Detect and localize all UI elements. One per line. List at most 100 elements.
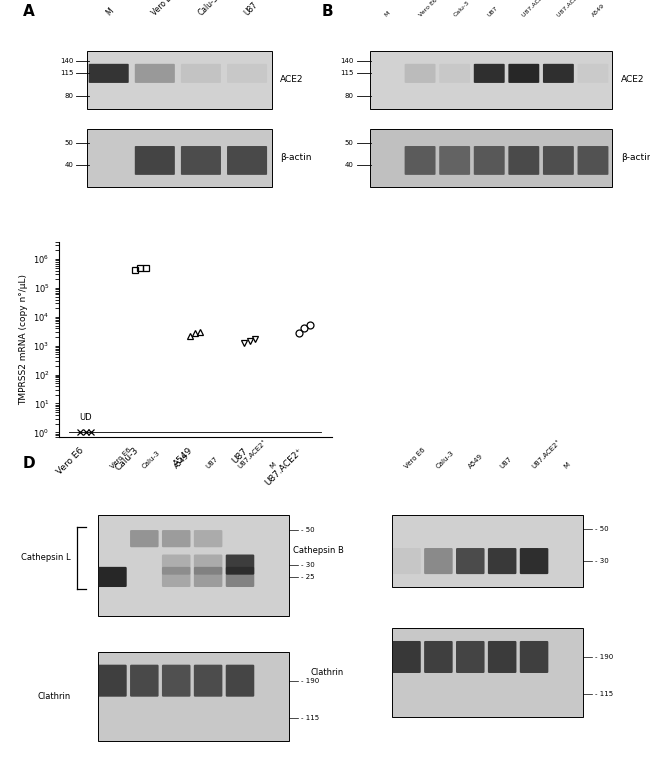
Text: U87.ACE2⁺ (# 32): U87.ACE2⁺ (# 32) [556, 0, 599, 17]
FancyBboxPatch shape [226, 567, 254, 587]
Bar [88, 129, 272, 187]
Text: 115: 115 [341, 70, 354, 76]
Text: β-actin: β-actin [621, 154, 650, 162]
Bar [370, 51, 612, 109]
Text: 140: 140 [60, 58, 73, 64]
Text: Calu-3: Calu-3 [436, 449, 456, 470]
Bar [392, 628, 583, 717]
Text: Calu-3: Calu-3 [452, 0, 471, 17]
FancyBboxPatch shape [130, 665, 159, 697]
FancyBboxPatch shape [162, 665, 190, 697]
FancyBboxPatch shape [227, 146, 267, 175]
FancyBboxPatch shape [578, 146, 608, 175]
Text: - 190: - 190 [595, 654, 614, 660]
Text: M: M [269, 461, 278, 470]
FancyBboxPatch shape [162, 530, 190, 548]
FancyBboxPatch shape [98, 567, 127, 587]
FancyBboxPatch shape [474, 146, 504, 175]
FancyBboxPatch shape [194, 555, 222, 575]
Text: U87: U87 [499, 456, 514, 470]
FancyBboxPatch shape [194, 665, 222, 697]
FancyBboxPatch shape [135, 146, 175, 175]
Text: - 190: - 190 [301, 678, 319, 684]
FancyBboxPatch shape [130, 530, 159, 548]
Text: - 50: - 50 [595, 526, 609, 532]
FancyBboxPatch shape [543, 64, 574, 83]
Text: B: B [322, 4, 333, 19]
Bar [392, 516, 583, 587]
Text: ACE2: ACE2 [280, 76, 304, 84]
FancyBboxPatch shape [392, 548, 421, 574]
Text: 40: 40 [64, 162, 73, 168]
Text: - 115: - 115 [595, 691, 613, 697]
Bar [88, 51, 272, 109]
FancyBboxPatch shape [194, 567, 222, 587]
Text: - 115: - 115 [301, 715, 319, 722]
Text: U87.ACE2⁺ (#1): U87.ACE2⁺ (#1) [521, 0, 560, 17]
Text: Cathepsin L: Cathepsin L [21, 553, 71, 562]
Text: 40: 40 [344, 162, 354, 168]
FancyBboxPatch shape [226, 555, 254, 575]
Y-axis label: TMPRSS2 mRNA (copy n°/μL): TMPRSS2 mRNA (copy n°/μL) [19, 274, 28, 405]
Text: Clathrin: Clathrin [311, 668, 344, 677]
FancyBboxPatch shape [404, 64, 436, 83]
Text: - 50: - 50 [301, 527, 315, 533]
Text: 50: 50 [344, 140, 354, 147]
Text: - 30: - 30 [595, 558, 609, 564]
FancyBboxPatch shape [424, 548, 452, 574]
FancyBboxPatch shape [227, 64, 267, 83]
Text: - 30: - 30 [301, 562, 315, 568]
Bar [370, 129, 612, 187]
Text: A549: A549 [467, 452, 484, 470]
Text: Clathrin: Clathrin [38, 692, 71, 700]
FancyBboxPatch shape [456, 641, 484, 673]
Text: 115: 115 [60, 70, 73, 76]
FancyBboxPatch shape [194, 530, 222, 548]
FancyBboxPatch shape [162, 567, 190, 587]
Text: Cathepsin B: Cathepsin B [293, 547, 344, 555]
Text: β-actin: β-actin [280, 154, 312, 162]
Text: M: M [384, 10, 391, 17]
Bar [98, 652, 289, 741]
Text: ACE2: ACE2 [621, 76, 645, 84]
FancyBboxPatch shape [474, 64, 504, 83]
Text: U87.ACE2⁺: U87.ACE2⁺ [531, 438, 562, 470]
FancyBboxPatch shape [392, 641, 421, 673]
FancyBboxPatch shape [98, 665, 127, 697]
FancyBboxPatch shape [520, 548, 549, 574]
Text: U87: U87 [487, 5, 499, 17]
Text: M: M [104, 6, 115, 17]
Text: U87.ACE2⁺: U87.ACE2⁺ [237, 438, 268, 470]
Bar [98, 516, 289, 616]
FancyBboxPatch shape [543, 146, 574, 175]
FancyBboxPatch shape [404, 146, 436, 175]
Text: 80: 80 [344, 93, 354, 99]
FancyBboxPatch shape [181, 64, 221, 83]
Text: U87: U87 [205, 456, 219, 470]
FancyBboxPatch shape [520, 641, 549, 673]
FancyBboxPatch shape [424, 641, 452, 673]
FancyBboxPatch shape [488, 548, 517, 574]
Text: M: M [563, 461, 571, 470]
FancyBboxPatch shape [508, 146, 540, 175]
Text: Calu-3: Calu-3 [196, 0, 220, 17]
FancyBboxPatch shape [226, 665, 254, 697]
FancyBboxPatch shape [135, 64, 175, 83]
FancyBboxPatch shape [162, 555, 190, 575]
Text: A549: A549 [591, 2, 606, 17]
Text: U87: U87 [242, 1, 259, 17]
Text: D: D [23, 456, 36, 471]
Text: Vero E6: Vero E6 [418, 0, 438, 17]
Text: Vero E6: Vero E6 [109, 446, 133, 470]
Text: Calu-3: Calu-3 [141, 449, 161, 470]
FancyBboxPatch shape [439, 64, 470, 83]
Text: A549: A549 [174, 452, 190, 470]
Text: UD: UD [79, 413, 92, 423]
FancyBboxPatch shape [88, 64, 129, 83]
FancyBboxPatch shape [488, 641, 517, 673]
FancyBboxPatch shape [439, 146, 470, 175]
FancyBboxPatch shape [508, 64, 540, 83]
Text: Vero E6: Vero E6 [404, 446, 426, 470]
Text: A: A [23, 4, 35, 19]
Text: - 25: - 25 [301, 574, 315, 580]
